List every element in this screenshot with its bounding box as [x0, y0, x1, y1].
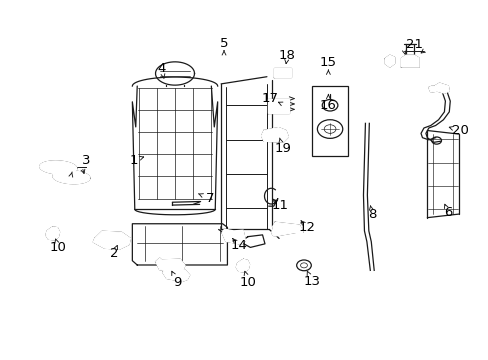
- Text: 17: 17: [261, 92, 278, 105]
- Polygon shape: [132, 224, 227, 265]
- Text: 6: 6: [443, 207, 451, 220]
- Polygon shape: [363, 123, 373, 270]
- Text: 19: 19: [274, 142, 290, 155]
- Text: 20: 20: [450, 124, 468, 137]
- Text: 2: 2: [109, 247, 118, 260]
- Polygon shape: [384, 55, 394, 67]
- Text: 18: 18: [278, 49, 295, 62]
- Text: 8: 8: [367, 208, 376, 221]
- Polygon shape: [240, 235, 264, 247]
- Polygon shape: [261, 128, 288, 142]
- Polygon shape: [273, 68, 291, 77]
- Text: 1: 1: [129, 154, 137, 167]
- Text: 4: 4: [157, 62, 165, 75]
- Text: 16: 16: [319, 99, 336, 112]
- Polygon shape: [163, 269, 189, 281]
- Text: 3: 3: [81, 154, 90, 167]
- Polygon shape: [401, 55, 418, 67]
- Text: 10: 10: [50, 241, 66, 254]
- Polygon shape: [156, 258, 184, 273]
- Polygon shape: [236, 260, 249, 272]
- Text: 15: 15: [319, 56, 336, 69]
- Polygon shape: [53, 171, 90, 184]
- Polygon shape: [271, 222, 303, 236]
- Polygon shape: [40, 161, 77, 174]
- Polygon shape: [46, 227, 60, 240]
- Text: 21: 21: [405, 38, 422, 51]
- Text: 9: 9: [173, 276, 181, 289]
- Text: 7: 7: [206, 192, 214, 205]
- Polygon shape: [93, 231, 130, 249]
- Text: 12: 12: [298, 221, 315, 234]
- Text: 5: 5: [219, 36, 228, 50]
- Polygon shape: [222, 229, 245, 244]
- Polygon shape: [428, 83, 448, 93]
- Text: 14: 14: [230, 239, 246, 252]
- Bar: [311, 86, 347, 156]
- Text: 13: 13: [303, 275, 320, 288]
- Text: 10: 10: [240, 276, 256, 289]
- Text: 11: 11: [270, 199, 287, 212]
- Polygon shape: [267, 99, 289, 113]
